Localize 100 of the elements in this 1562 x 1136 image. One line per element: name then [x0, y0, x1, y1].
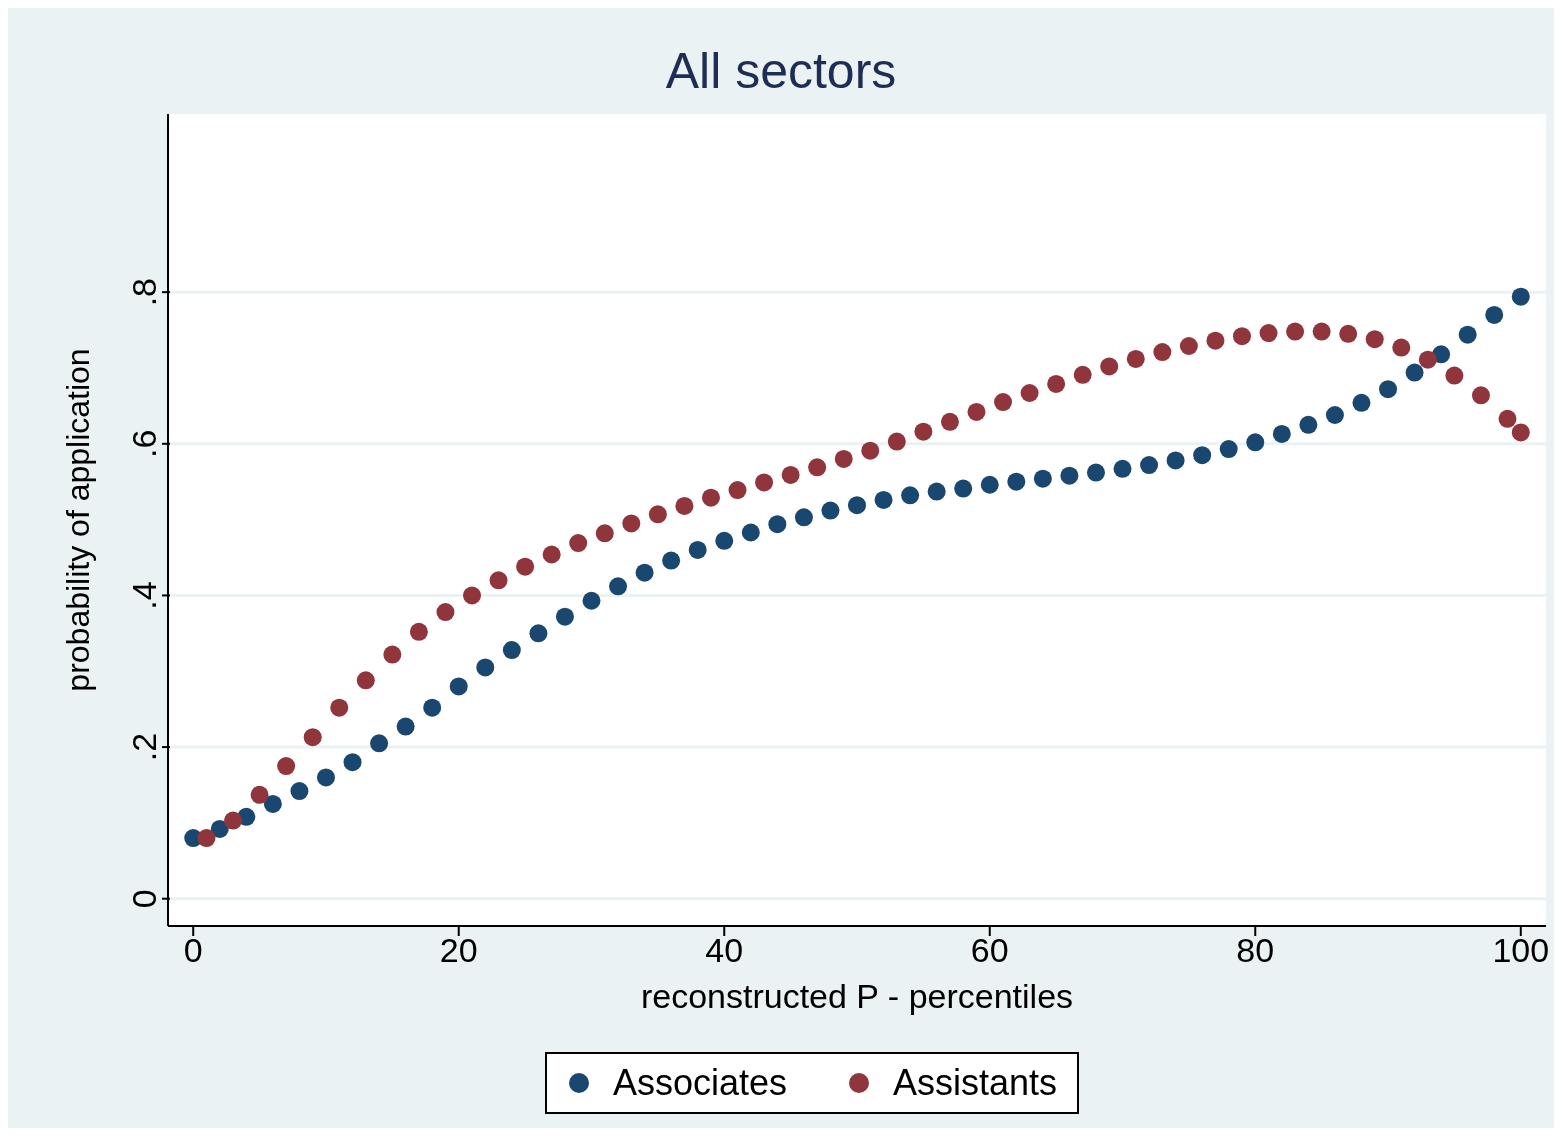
point: [582, 591, 601, 610]
point: [1232, 327, 1251, 346]
point: [901, 486, 920, 505]
y-tick-label: .8: [125, 277, 163, 307]
point: [224, 811, 243, 830]
point: [1339, 324, 1358, 343]
point: [1020, 384, 1039, 403]
point: [1511, 423, 1530, 442]
point: [874, 490, 893, 509]
point: [1365, 330, 1384, 349]
point: [250, 785, 269, 804]
legend-label: Associates: [612, 1062, 787, 1104]
point: [1471, 386, 1490, 405]
point: [1193, 446, 1212, 465]
point: [1007, 472, 1026, 491]
x-tick-label: 0: [183, 931, 203, 970]
point: [688, 540, 707, 559]
point: [1086, 463, 1105, 482]
point: [662, 551, 681, 570]
point: [1140, 456, 1159, 475]
point: [1392, 338, 1411, 357]
legend-label: Assistants: [893, 1062, 1058, 1104]
y-tick-label: .4: [125, 581, 163, 610]
point: [210, 819, 229, 838]
point: [1405, 363, 1424, 382]
point: [277, 757, 296, 776]
point: [316, 768, 335, 787]
chart-title: All sectors: [664, 42, 898, 101]
point: [940, 412, 959, 431]
point: [914, 422, 933, 441]
point: [834, 449, 853, 468]
point: [489, 571, 508, 590]
point: [741, 523, 760, 542]
point: [542, 545, 561, 564]
point: [423, 698, 442, 717]
point: [648, 505, 667, 524]
point: [303, 728, 322, 747]
point: [1259, 324, 1278, 343]
point: [1286, 322, 1305, 341]
point: [1485, 305, 1504, 324]
x-tick-label: 40: [705, 931, 744, 970]
point: [794, 508, 813, 527]
point: [821, 501, 840, 520]
y-tick-label: 0: [125, 889, 163, 909]
point: [569, 534, 588, 553]
point: [927, 482, 946, 501]
point: [409, 622, 428, 641]
point: [755, 473, 774, 492]
point: [1179, 337, 1198, 355]
point: [1206, 331, 1225, 350]
point: [1325, 405, 1344, 424]
point: [449, 677, 468, 696]
point: [715, 531, 734, 550]
x-tick-label: 20: [439, 931, 478, 970]
x-tick-label: 60: [970, 931, 1009, 970]
point: [263, 794, 282, 813]
point: [1126, 349, 1145, 368]
point: [356, 671, 375, 690]
point: [1060, 466, 1079, 485]
point: [808, 458, 827, 477]
point: [555, 607, 574, 626]
point: [1219, 440, 1238, 459]
point: [861, 441, 880, 460]
point: [595, 524, 614, 543]
x-axis-title: reconstructed P - percentiles: [640, 977, 1074, 1015]
point: [1299, 415, 1318, 434]
x-tick-label: 100: [1492, 931, 1550, 970]
point: [1458, 325, 1477, 344]
point: [463, 586, 482, 605]
point: [1418, 350, 1437, 369]
point: [1246, 433, 1265, 452]
point: [781, 465, 800, 484]
y-tick-label: .2: [125, 732, 163, 762]
point: [954, 479, 973, 498]
point: [1272, 424, 1291, 443]
point: [887, 432, 906, 451]
point: [609, 577, 628, 596]
point: [967, 402, 986, 421]
point: [994, 393, 1013, 412]
point: [1073, 365, 1092, 384]
point: [635, 563, 654, 582]
point: [1166, 451, 1185, 470]
point: [1047, 374, 1066, 393]
x-tick-label: 80: [1236, 931, 1275, 970]
y-axis-title: probability of application: [60, 348, 97, 692]
point: [516, 557, 535, 576]
point: [1352, 393, 1371, 412]
point: [701, 488, 720, 507]
point: [1445, 366, 1464, 385]
point: [502, 641, 521, 660]
point: [1100, 357, 1119, 376]
point: [290, 782, 309, 801]
point: [622, 514, 641, 533]
point: [768, 515, 787, 534]
point: [383, 645, 402, 664]
point: [197, 829, 216, 848]
point: [728, 481, 747, 500]
point: [1113, 459, 1132, 478]
point: [436, 603, 455, 622]
point: [476, 658, 495, 677]
